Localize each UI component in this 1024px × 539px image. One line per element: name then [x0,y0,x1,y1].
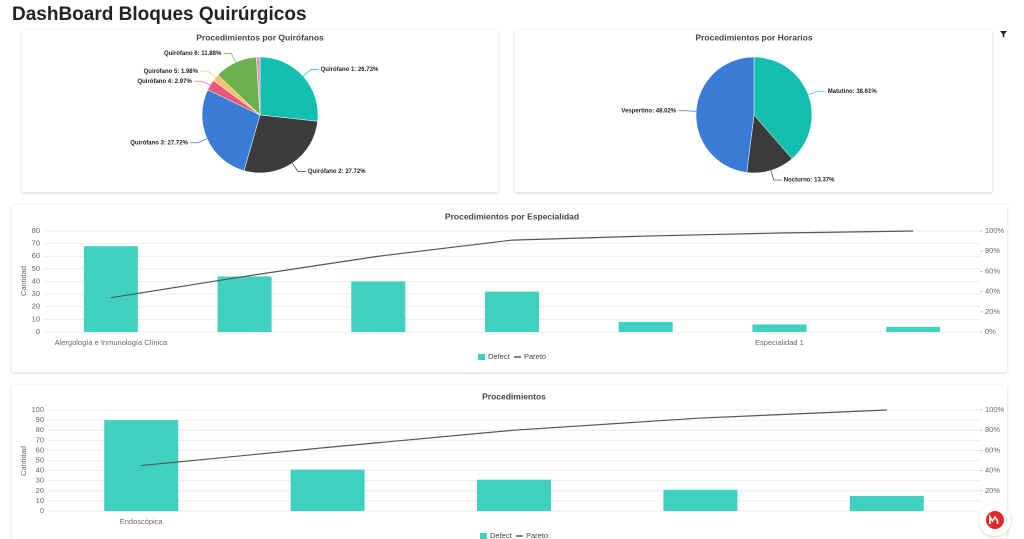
y-tick-label: 30 [32,289,40,298]
y-axis-label: Cantidad [19,266,28,296]
y-tick-label: 70 [36,435,44,444]
y-tick-label: 30 [36,476,44,485]
y2-tick-label: 40% [985,287,1000,296]
slice-label: Matutino: 38.61% [828,89,878,95]
page-title: DashBoard Bloques Quirúrgicos [12,4,307,25]
pie-slice [753,56,813,160]
y2-tick-label: 80% [985,246,1000,255]
bar [618,321,673,332]
bar [477,479,551,511]
pareto-line [141,409,887,467]
bar [886,326,941,332]
slice-label: Vespertino: 48.02% [621,108,676,114]
y-axis-label: Cantidad [19,446,28,476]
x-tick-label: Alergología e Inmunología Clínica [55,338,168,347]
y-tick-label: 0 [40,506,44,515]
legend-label: Pareto [526,531,548,539]
legend-label: Defect [488,352,511,361]
bar [485,291,539,332]
card [12,205,1007,372]
leader-line [808,90,826,96]
leader-line [189,138,208,144]
legend-swatch [480,533,487,539]
leader-line [292,162,306,172]
bar [752,324,807,332]
chart-title: Procedimientos por Quirófanos [196,32,324,42]
logo-button[interactable] [979,504,1011,536]
pie-slice [201,89,261,172]
leader-line [302,69,319,77]
y-tick-label: 40 [36,466,44,475]
y-tick-label: 0 [36,327,40,336]
y2-tick-label: 100% [985,405,1005,414]
bar [849,495,924,511]
slice-label: Quirófano 6: 11.88% [164,51,222,57]
y-tick-label: 50 [36,455,44,464]
y-tick-label: 10 [36,496,44,505]
legend-label: Pareto [524,352,546,361]
y-tick-label: 60 [32,251,40,260]
y-tick-label: 90 [36,415,44,424]
y-tick-label: 10 [32,314,40,323]
y2-tick-label: 0% [985,327,996,336]
slice-label: Quirófano 5: 1.98% [144,69,199,75]
slice-label: Quirófano 4: 2.97% [137,79,192,85]
leader-line [770,170,782,181]
pareto-line [110,230,914,299]
legend-label: Defect [490,531,513,539]
x-tick-label: Especialidad 1 [755,338,804,347]
bar [290,469,365,511]
y2-tick-label: 40% [985,466,1000,475]
y-tick-label: 80 [32,226,40,235]
y2-tick-label: 20% [985,307,1000,316]
y-tick-label: 80 [36,425,44,434]
slice-label: Quirófano 3: 27.72% [130,140,188,146]
x-tick-label: Endoscópica [120,517,164,526]
y2-tick-label: 60% [985,445,1000,454]
y2-tick-label: 80% [985,425,1000,434]
chart-title: Procedimientos [482,391,546,401]
slice-label: Quirófano 1: 26.73% [321,67,379,73]
y-tick-label: 60 [36,445,44,454]
bar [351,281,406,332]
pie-slice [256,56,261,116]
y-tick-label: 50 [32,264,40,273]
slice-label: Quirófano 2: 27.72% [308,169,366,175]
leader-line [678,110,697,112]
y2-tick-label: 100% [985,226,1005,235]
bar [83,246,138,332]
y-tick-label: 20 [36,486,44,495]
y-tick-label: 100 [31,405,44,414]
chart-title: Procedimientos por Horarios [695,32,812,42]
bar [663,489,738,511]
chart-title: Procedimientos por Especialidad [445,211,579,221]
y-tick-label: 20 [32,302,40,311]
leader-line [193,80,211,86]
slice-label: Nocturno: 13.37% [784,178,835,184]
y-tick-label: 70 [32,239,40,248]
y2-tick-label: 60% [985,266,1000,275]
y-tick-label: 40 [32,276,40,285]
bar [217,276,272,332]
leader-line [199,70,216,78]
leader-line [223,52,236,63]
y2-tick-label: 20% [985,486,1000,495]
legend-swatch [478,354,485,360]
filter-icon[interactable] [1000,31,1007,38]
